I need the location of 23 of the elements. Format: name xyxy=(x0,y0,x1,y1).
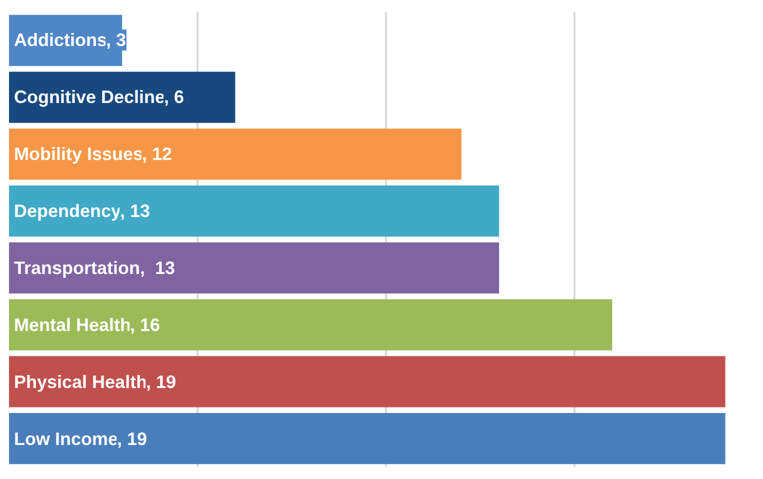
y-tick-label: Mental Health xyxy=(14,315,132,335)
data-label: , 19 xyxy=(146,372,176,392)
data-label: , 6 xyxy=(164,87,184,107)
y-tick-label: Mobility Issues xyxy=(14,144,144,164)
y-tick-label: Dependency xyxy=(14,201,122,221)
y-tick-label: Transportation xyxy=(14,258,140,278)
bar xyxy=(9,72,236,123)
bar xyxy=(9,412,726,464)
data-label: , 12 xyxy=(142,144,172,164)
bar xyxy=(9,242,500,294)
data-label: , 19 xyxy=(117,429,148,449)
y-tick-label: Cognitive Decline xyxy=(14,87,166,107)
bar xyxy=(9,356,726,408)
y-tick-label: Low Income xyxy=(14,429,118,449)
data-label: , 13 xyxy=(140,258,176,278)
y-tick-label: Addictions xyxy=(14,30,107,50)
bar xyxy=(9,128,462,180)
data-label: , 13 xyxy=(120,201,150,221)
data-label: , 16 xyxy=(130,315,160,335)
bar xyxy=(9,299,612,350)
y-tick-label: Physical Health xyxy=(14,372,148,392)
data-label: , 3 xyxy=(106,30,126,50)
bar xyxy=(9,185,500,237)
